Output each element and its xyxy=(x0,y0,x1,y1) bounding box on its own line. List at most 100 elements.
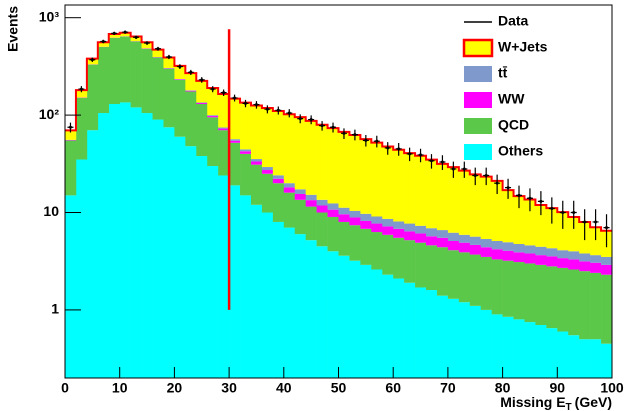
hist-bar xyxy=(294,199,306,235)
data-point xyxy=(254,103,258,107)
hist-bar xyxy=(294,189,306,194)
hist-bar xyxy=(75,90,88,98)
data-point xyxy=(211,87,215,91)
data-point xyxy=(462,167,466,171)
data-point xyxy=(583,220,587,224)
hist-bar xyxy=(491,314,503,378)
hist-bar xyxy=(436,230,449,238)
hist-bar xyxy=(163,127,175,378)
hist-bar xyxy=(174,136,186,378)
hist-bar xyxy=(185,73,197,91)
legend-label: WW xyxy=(498,91,525,107)
hist-bar xyxy=(327,209,339,217)
y-tick-label: 10³ xyxy=(39,8,60,24)
hist-bar xyxy=(360,228,372,265)
x-tick-label: 20 xyxy=(167,380,183,396)
hist-bar xyxy=(436,247,449,296)
hist-bar xyxy=(524,322,536,378)
data-point xyxy=(419,153,423,157)
hist-bar xyxy=(447,240,460,251)
data-point xyxy=(451,167,455,171)
data-point xyxy=(364,138,368,142)
hist-bar xyxy=(557,258,569,268)
hist-bar xyxy=(426,245,438,291)
x-tick-label: 100 xyxy=(600,380,624,396)
hist-bar xyxy=(196,104,208,157)
hist-bar xyxy=(371,223,383,233)
data-point xyxy=(101,39,105,43)
hist-bar xyxy=(272,178,285,184)
x-tick-label: 90 xyxy=(550,380,566,396)
hist-bar xyxy=(163,57,175,68)
hist-bar xyxy=(371,269,383,378)
hist-bar xyxy=(568,251,580,260)
hist-bar xyxy=(491,249,503,260)
data-point xyxy=(79,87,83,91)
hist-bar xyxy=(349,210,361,218)
hist-bar xyxy=(207,166,219,378)
hist-bar xyxy=(415,242,427,288)
hist-bar xyxy=(185,90,197,92)
hist-bar xyxy=(250,161,263,165)
hist-bar xyxy=(436,237,449,248)
data-point xyxy=(189,70,193,74)
hist-bar xyxy=(546,208,558,249)
hist-bar xyxy=(65,195,77,378)
hist-bar xyxy=(426,236,438,246)
hist-bar xyxy=(557,331,569,378)
hist-bar xyxy=(513,262,525,320)
hist-bar xyxy=(535,255,547,265)
data-point xyxy=(68,125,72,129)
hist-bar xyxy=(240,195,252,378)
hist-bar xyxy=(240,149,252,152)
hist-bar xyxy=(360,264,372,378)
hist-bar xyxy=(382,218,394,227)
data-point xyxy=(408,152,412,156)
hist-bar xyxy=(65,130,77,140)
hist-bar xyxy=(207,115,219,117)
hist-bar xyxy=(382,274,394,378)
hist-bar xyxy=(185,146,197,378)
data-point xyxy=(572,211,576,215)
hist-bar xyxy=(568,335,580,378)
hist-bar xyxy=(174,79,186,137)
legend-label: tt̄ xyxy=(498,64,508,80)
hist-bar xyxy=(502,190,514,243)
legend-label: Others xyxy=(498,143,543,159)
hist-bar xyxy=(305,240,317,378)
data-point xyxy=(309,118,313,122)
data-point xyxy=(539,199,543,203)
hist-bar xyxy=(502,316,514,378)
hist-bar xyxy=(196,80,208,103)
legend-label: W+Jets xyxy=(498,39,548,55)
hist-bar xyxy=(590,339,602,378)
hist-bar xyxy=(207,116,219,118)
hist-bar xyxy=(415,225,427,234)
hist-bar xyxy=(218,127,230,129)
hist-bar xyxy=(108,37,120,105)
hist-bar xyxy=(513,319,525,378)
hist-bar xyxy=(349,225,361,261)
hist-bar xyxy=(360,139,372,214)
hist-bar xyxy=(229,142,241,186)
hist-bar xyxy=(250,159,263,162)
hist-bar xyxy=(130,41,142,108)
hist-bar xyxy=(75,97,88,160)
hist-bar xyxy=(75,159,88,378)
legend: Data W+Jets tt̄ WW QCD Others xyxy=(462,13,548,160)
hist-bar xyxy=(86,64,99,131)
hist-bar xyxy=(502,242,514,251)
data-point xyxy=(550,206,554,210)
hist-bar xyxy=(229,98,241,140)
hist-bar xyxy=(218,175,230,378)
x-tick-label: 10 xyxy=(112,380,128,396)
hist-bar xyxy=(152,57,164,120)
hist-bar xyxy=(480,238,492,248)
hist-bar xyxy=(229,185,241,378)
hist-bar xyxy=(316,212,328,247)
hist-bar xyxy=(371,216,383,224)
legend-swatch xyxy=(464,92,492,108)
data-point xyxy=(123,30,127,34)
hist-bar xyxy=(458,252,471,303)
hist-bar xyxy=(480,176,492,239)
